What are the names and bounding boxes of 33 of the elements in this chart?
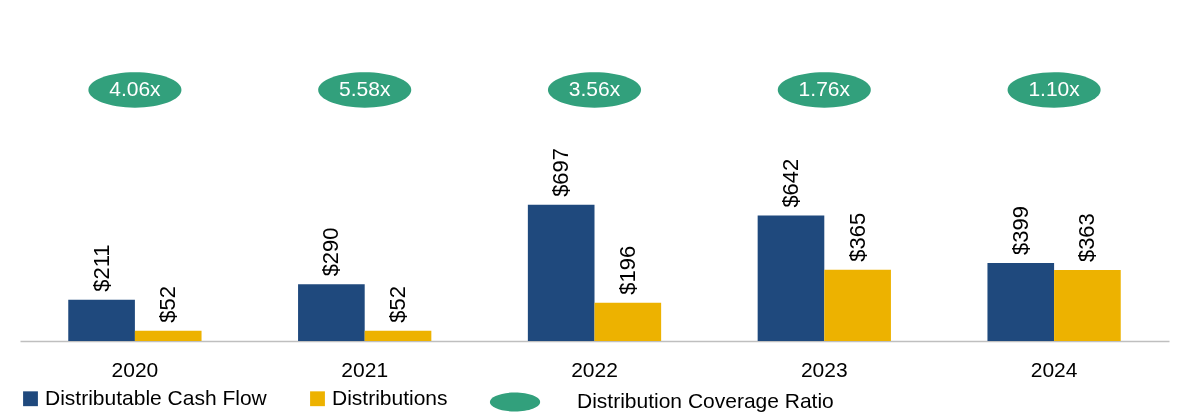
data-label: $697 [548, 147, 574, 197]
bar [134, 330, 202, 341]
legend-label: Distributable Cash Flow [45, 385, 268, 409]
data-label: $399 [1007, 206, 1033, 256]
legend-label: Distributions [332, 385, 448, 409]
bar [757, 215, 825, 341]
text: 3.56x [568, 77, 621, 100]
text: 1.76x [798, 77, 850, 100]
text: 5.58x [339, 77, 391, 100]
data-label: $290 [318, 227, 344, 277]
bar [364, 330, 432, 341]
legend-label: Distribution Coverage Ratio [577, 389, 834, 412]
data-label: $52 [385, 286, 411, 323]
data-label: $211 [88, 244, 114, 292]
x-tick-label: 2022 [571, 357, 618, 381]
x-tick-label: 2020 [111, 357, 159, 381]
x-tick-label: 2024 [1030, 357, 1078, 381]
text: 1.10x [1028, 77, 1080, 100]
bar [527, 204, 595, 341]
bar [987, 263, 1055, 341]
data-label: $365 [844, 212, 870, 262]
data-label: $52 [155, 286, 181, 323]
bar [68, 299, 135, 341]
bar [1054, 270, 1121, 341]
bar [594, 302, 662, 341]
bar [298, 284, 365, 341]
x-tick-label: 2023 [800, 357, 848, 381]
text: 4.06x [109, 77, 161, 100]
x-tick-label: 2021 [341, 357, 389, 381]
bar [824, 269, 891, 341]
data-label: $642 [777, 158, 803, 208]
data-label: $196 [614, 245, 640, 295]
data-label: $363 [1074, 213, 1100, 263]
